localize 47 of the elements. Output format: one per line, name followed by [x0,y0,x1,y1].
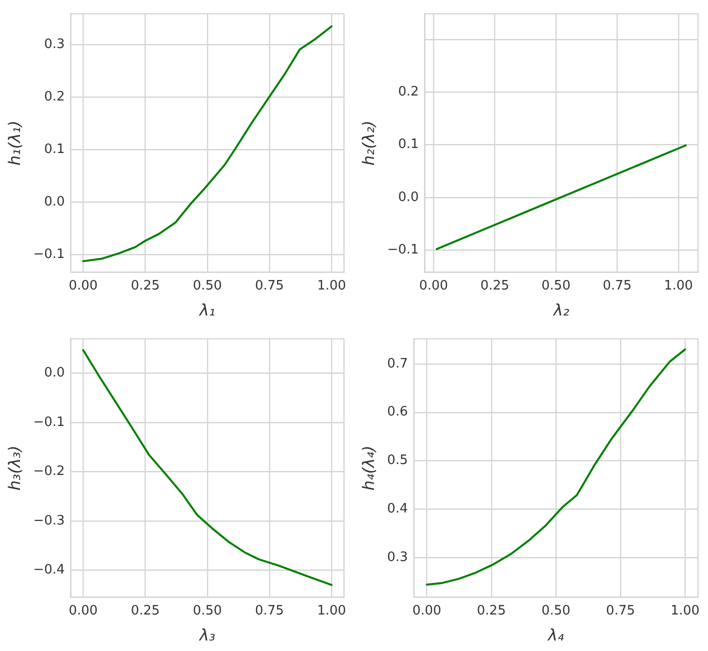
y-tick-label: −0.1 [387,242,419,258]
x-tick-label: 0.00 [419,278,448,294]
x-tick-label: 0.50 [192,278,222,294]
y-tick-label: 0.0 [398,190,419,205]
y-tick-label: −0.1 [33,414,65,430]
y-axis-title: h₄(λ₄) [358,446,378,490]
y-tick-label: 0.1 [44,142,65,157]
x-tick-label: 0.50 [541,603,570,618]
x-tick-label: 0.25 [480,278,510,294]
x-tick-label: 0.50 [542,278,570,294]
y-tick-label: −0.2 [33,464,65,480]
y-tick-label: 0.0 [44,194,65,210]
y-tick-label: −0.3 [33,513,65,528]
y-tick-label: 0.7 [387,356,408,372]
y-axis-title: h₂(λ₂) [358,120,378,166]
y-tick-label: 0.0 [44,366,65,381]
x-tick-label: 0.25 [130,603,160,618]
x-tick-label: 0.75 [606,603,635,618]
x-axis-title: λ₃ [198,626,216,645]
y-tick-label: 0.4 [387,502,408,517]
y-tick-label: 0.2 [398,84,419,100]
x-axis-title: λ₂ [552,300,570,320]
y-tick-label: −0.1 [33,246,65,262]
y-tick-label: 0.3 [44,37,65,52]
y-tick-label: 0.3 [387,550,408,565]
x-tick-label: 1.00 [317,278,346,294]
y-axis-title: h₁(λ₁) [4,120,24,166]
y-tick-label: 0.1 [398,137,419,152]
y-axis-title: h₃(λ₃) [4,446,24,490]
x-tick-label: 0.25 [476,603,506,618]
y-tick-label: 0.5 [387,453,408,468]
x-tick-label: 1.00 [670,603,700,618]
y-tick-label: 0.6 [387,404,408,420]
x-tick-label: 0.75 [255,603,284,618]
x-tick-label: 1.00 [664,278,693,294]
x-tick-label: 1.00 [317,603,346,618]
x-tick-label: 0.00 [68,603,98,618]
x-axis-title: λ₁ [198,300,216,320]
x-tick-label: 0.50 [192,603,222,618]
x-tick-label: 0.00 [68,278,98,294]
x-tick-label: 0.75 [602,278,632,294]
x-tick-label: 0.75 [255,278,284,294]
y-tick-label: −0.4 [33,562,65,578]
y-tick-label: 0.2 [44,90,65,105]
x-axis-title: λ₄ [546,626,564,645]
x-tick-label: 0.00 [412,603,442,618]
x-tick-label: 0.25 [130,278,160,294]
